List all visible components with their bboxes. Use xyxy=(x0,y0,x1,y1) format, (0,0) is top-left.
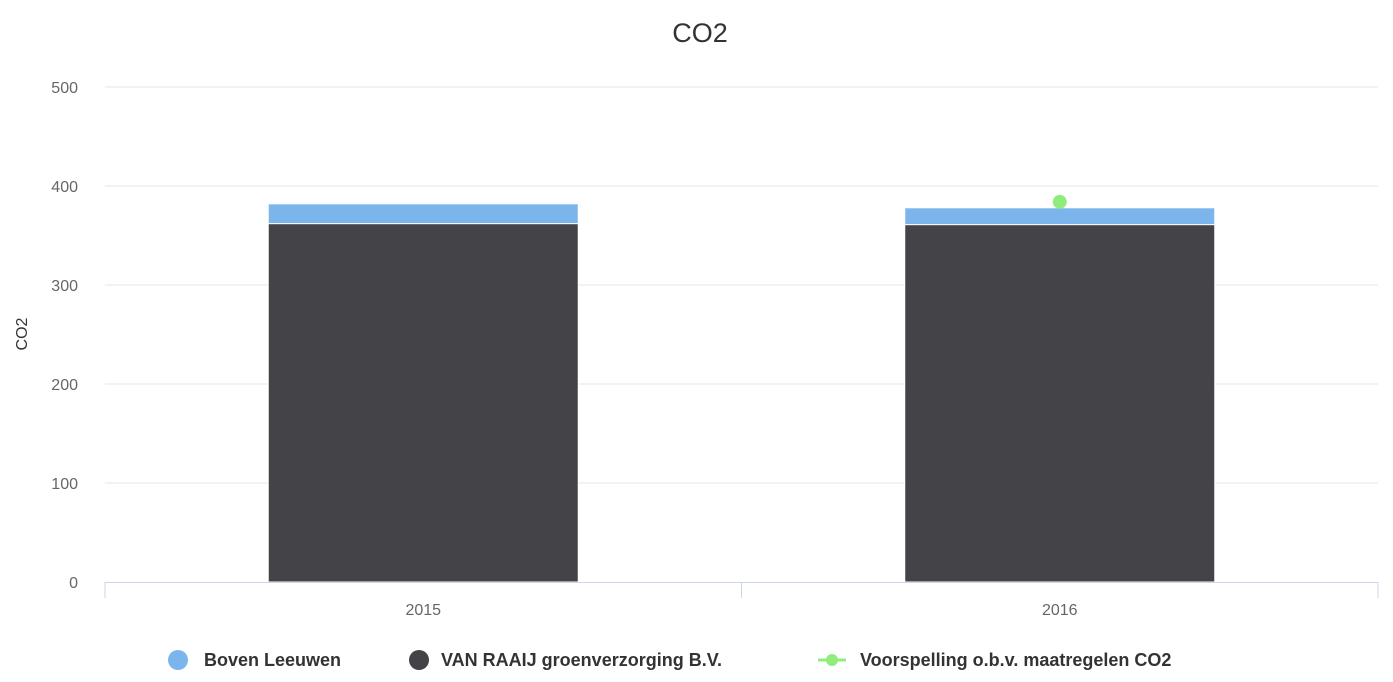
y-axis-ticks: 0 100 200 300 400 500 xyxy=(51,80,78,592)
legend[interactable]: Boven Leeuwen VAN RAAIJ groenverzorging B… xyxy=(168,650,1171,670)
forecast-point-2016[interactable] xyxy=(1052,194,1067,209)
bar-boven-leeuwen-2015[interactable] xyxy=(267,203,579,225)
y-tick-label: 0 xyxy=(69,575,78,592)
legend-label: VAN RAAIJ groenverzorging B.V. xyxy=(441,650,722,670)
y-tick-label: 500 xyxy=(51,80,78,97)
x-tick-label: 2016 xyxy=(1042,602,1078,619)
legend-symbol xyxy=(168,650,188,670)
y-tick-label: 400 xyxy=(51,179,78,196)
legend-item-2[interactable]: Voorspelling o.b.v. maatregelen CO2 xyxy=(818,650,1171,670)
legend-item-1[interactable]: VAN RAAIJ groenverzorging B.V. xyxy=(409,650,722,670)
markers xyxy=(1052,194,1067,209)
bar-boven-leeuwen-2016[interactable] xyxy=(904,207,1216,226)
y-tick-label: 200 xyxy=(51,377,78,394)
bar-van-raaij-groenverzorging-b-v--2016[interactable] xyxy=(904,224,1216,583)
legend-symbol xyxy=(409,650,429,670)
bars xyxy=(267,203,1216,583)
legend-label: Voorspelling o.b.v. maatregelen CO2 xyxy=(860,650,1171,670)
y-tick-label: 300 xyxy=(51,278,78,295)
x-tick-label: 2015 xyxy=(405,602,441,619)
legend-item-0[interactable]: Boven Leeuwen xyxy=(168,650,341,670)
y-axis-label: CO2 xyxy=(14,317,31,350)
legend-label: Boven Leeuwen xyxy=(204,650,341,670)
y-tick-label: 100 xyxy=(51,476,78,493)
legend-marker-symbol xyxy=(826,654,838,666)
x-axis: 2015 2016 xyxy=(104,582,1379,619)
bar-van-raaij-groenverzorging-b-v--2015[interactable] xyxy=(267,223,579,583)
chart-title: CO2 xyxy=(672,18,728,48)
